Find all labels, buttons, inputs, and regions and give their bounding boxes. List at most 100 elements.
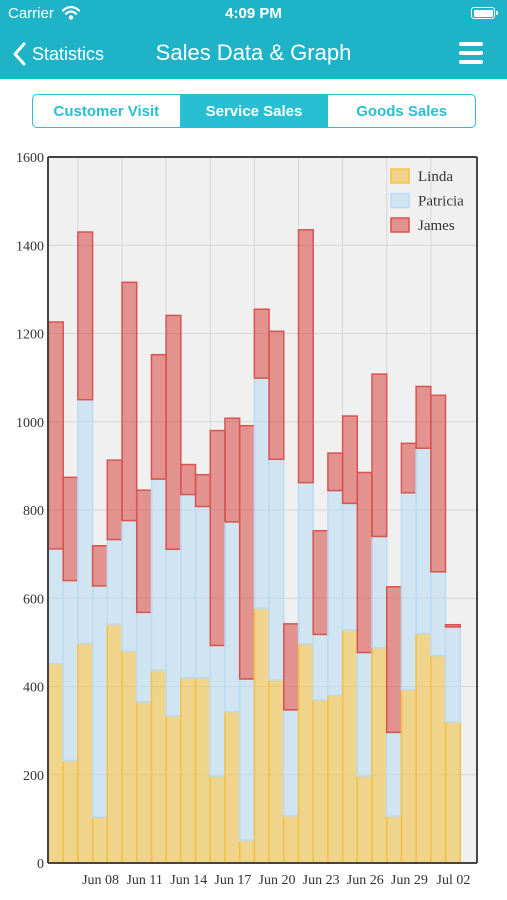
- bar-segment-patricia: [312, 633, 329, 701]
- tab-segmented-control: Customer Visit Service Sales Goods Sales: [32, 94, 476, 128]
- bar-segment-linda: [385, 815, 403, 864]
- bar-segment-james: [268, 330, 285, 461]
- bar-segment-linda: [415, 632, 432, 864]
- x-tick-label: Jul 02: [437, 873, 471, 888]
- bar-segment-patricia: [91, 585, 109, 818]
- legend-label-linda: Linda: [418, 169, 453, 185]
- bar-segment-linda: [91, 816, 109, 864]
- chevron-left-icon: [13, 42, 26, 66]
- y-tick-label: 1400: [16, 239, 44, 254]
- bar-segment-linda: [121, 650, 138, 864]
- x-tick-label: Jun 14: [170, 873, 207, 888]
- x-tick-label: Jun 29: [391, 873, 428, 888]
- y-tick-label: 400: [23, 681, 44, 696]
- bar-segment-linda: [371, 646, 388, 864]
- bar-segment-patricia: [180, 493, 197, 679]
- bar-segment-james: [400, 442, 417, 494]
- bar-segment-patricia: [268, 458, 285, 681]
- bar-segment-linda: [150, 669, 167, 864]
- bar-segment-james: [238, 424, 256, 680]
- bar-segment-patricia: [135, 611, 153, 703]
- bar-segment-james: [106, 459, 123, 541]
- bar-segment-james: [327, 452, 344, 492]
- bar-segment-linda: [297, 642, 314, 864]
- status-time: 4:09 PM: [225, 5, 282, 22]
- menu-icon[interactable]: [459, 42, 483, 64]
- bar-segment-patricia: [371, 535, 388, 649]
- tab-goods-sales[interactable]: Goods Sales: [327, 95, 475, 127]
- y-tick-label: 600: [23, 592, 44, 607]
- bar-segment-linda: [268, 679, 285, 864]
- bar-segment-james: [297, 229, 314, 484]
- x-tick-label: Jun 23: [303, 873, 340, 888]
- bar-segment-james: [180, 463, 197, 496]
- bar-segment-patricia: [415, 447, 432, 635]
- bar-segment-patricia: [400, 492, 417, 691]
- status-bar: Carrier 4:09 PM: [0, 0, 507, 28]
- y-tick-label: 200: [23, 769, 44, 784]
- bar-segment-patricia: [194, 505, 212, 679]
- bar-segment-linda: [209, 775, 226, 864]
- legend-swatch-linda: [390, 168, 410, 184]
- legend-swatch-james: [390, 217, 410, 233]
- bar-segment-james: [253, 308, 270, 379]
- bar-segment-linda: [430, 654, 447, 864]
- y-tick-label: 0: [37, 857, 44, 872]
- bar-segment-patricia: [283, 709, 300, 817]
- bar-segment-linda: [135, 701, 153, 864]
- bar-segment-linda: [194, 676, 212, 864]
- bar-segment-patricia: [444, 626, 461, 723]
- sales-stacked-bar-chart: 0 200 400 600 800 1000 1200 1400 1600 Jun 08 Jun 1…: [16, 151, 478, 888]
- bar-segment-james: [371, 373, 388, 538]
- bar-segment-patricia: [77, 398, 94, 645]
- bar-segment-patricia: [253, 377, 270, 610]
- y-tick-label: 1000: [16, 416, 44, 431]
- tab-service-sales[interactable]: Service Sales: [179, 95, 328, 127]
- back-button-label: Statistics: [32, 43, 105, 64]
- battery-icon: [471, 7, 498, 19]
- bar-segment-james: [121, 281, 138, 522]
- bar-segment-linda: [106, 623, 123, 864]
- bar-segment-patricia: [385, 731, 403, 817]
- bar-segment-james: [444, 623, 461, 628]
- x-tick-label: Jun 20: [259, 873, 296, 888]
- bar-segment-james: [356, 471, 373, 654]
- bar-segment-linda: [47, 662, 64, 864]
- bar-segment-linda: [312, 698, 329, 864]
- bar-segment-patricia: [106, 538, 123, 626]
- y-tick-label: 800: [23, 504, 44, 519]
- bar-segment-patricia: [430, 571, 447, 657]
- bar-segment-linda: [327, 694, 344, 864]
- bar-segment-james: [77, 231, 94, 401]
- bar-segment-linda: [62, 759, 79, 864]
- bar-segment-patricia: [297, 481, 314, 645]
- wifi-icon: [62, 5, 80, 20]
- back-button[interactable]: Statistics: [12, 40, 104, 68]
- bar-segment-patricia: [238, 678, 256, 842]
- bar-segment-james: [224, 417, 241, 523]
- bar-segment-linda: [238, 839, 256, 864]
- bar-segment-james: [209, 429, 226, 647]
- legend-label-patricia: Patricia: [418, 194, 464, 210]
- bar-segment-patricia: [121, 519, 138, 652]
- bar-segment-linda: [356, 775, 373, 864]
- bar-segment-james: [165, 314, 182, 551]
- navigation-bar: Statistics Sales Data & Graph: [0, 28, 507, 79]
- bar-segment-james: [341, 415, 359, 505]
- bar-segment-patricia: [209, 644, 226, 777]
- tab-customer-visit[interactable]: Customer Visit: [53, 102, 160, 120]
- bar-segment-patricia: [356, 651, 373, 777]
- legend-label-james: James: [418, 218, 455, 234]
- bar-segment-patricia: [165, 548, 182, 717]
- bar-segment-james: [150, 353, 167, 480]
- bar-segment-linda: [180, 676, 197, 864]
- x-tick-label: Jun 26: [347, 873, 384, 888]
- bar-segment-linda: [341, 629, 359, 864]
- bar-segment-james: [430, 394, 447, 573]
- bar-segment-linda: [77, 642, 94, 864]
- x-tick-label: Jun 11: [126, 873, 162, 888]
- x-tick-label: Jun 17: [214, 873, 251, 888]
- y-tick-label: 1600: [16, 151, 44, 166]
- bar-segment-patricia: [150, 478, 167, 671]
- y-tick-label: 1200: [16, 328, 44, 343]
